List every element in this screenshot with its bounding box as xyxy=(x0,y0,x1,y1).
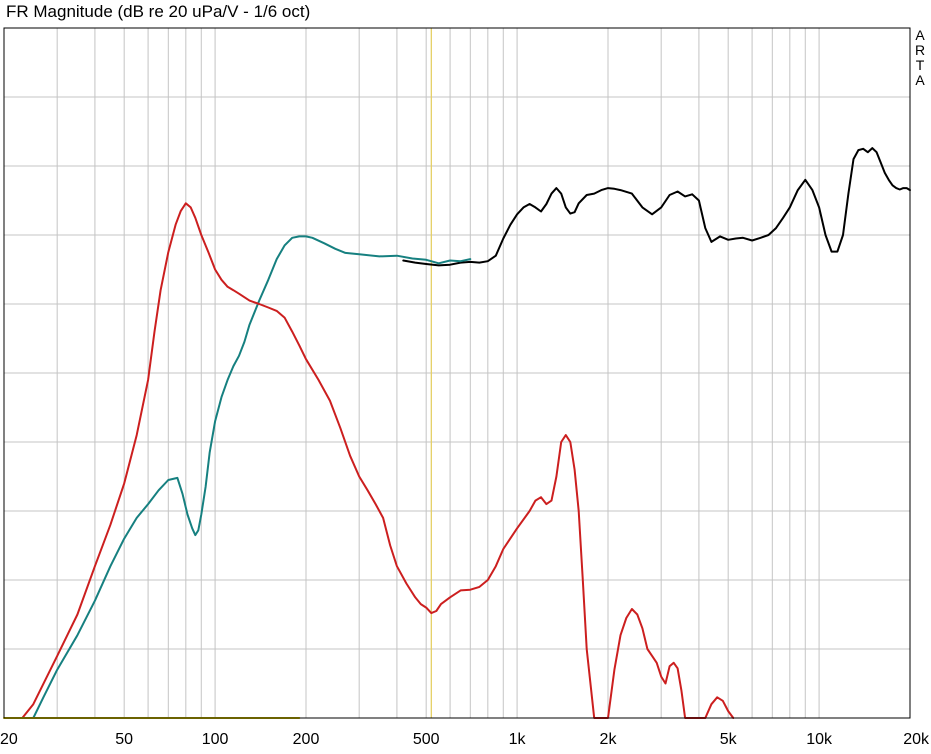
x-tick-label: 1k xyxy=(509,731,527,748)
series-group xyxy=(3,147,911,719)
grid xyxy=(3,28,911,718)
brand-letter: A xyxy=(915,27,925,43)
series-line-2 xyxy=(32,235,472,719)
plot-border xyxy=(3,27,911,719)
brand-watermark: A R T A xyxy=(913,28,927,88)
brand-letter: A xyxy=(915,72,925,88)
x-tick-label: 50 xyxy=(115,731,133,748)
brand-letter: T xyxy=(915,57,925,73)
x-tick-label: 100 xyxy=(202,731,229,748)
x-tick-label: 20k xyxy=(903,731,930,748)
x-tick-label: 500 xyxy=(413,731,440,748)
x-tick-label: 5k xyxy=(720,731,738,748)
plot-frame xyxy=(3,27,911,719)
x-tick-label: 200 xyxy=(293,731,320,748)
x-tick-label: 10k xyxy=(806,731,833,748)
series-line-1 xyxy=(402,147,911,267)
series-line-3 xyxy=(21,202,735,719)
chart-title: FR Magnitude (dB re 20 uPa/V - 1/6 oct) xyxy=(6,2,311,21)
x-tick-label: 2k xyxy=(600,731,618,748)
x-tick-label: 20 xyxy=(0,731,18,748)
brand-letter: R xyxy=(914,42,926,58)
x-tick-labels: 20 50 100 200 500 1k 2k 5k 10k 20k xyxy=(0,731,930,748)
